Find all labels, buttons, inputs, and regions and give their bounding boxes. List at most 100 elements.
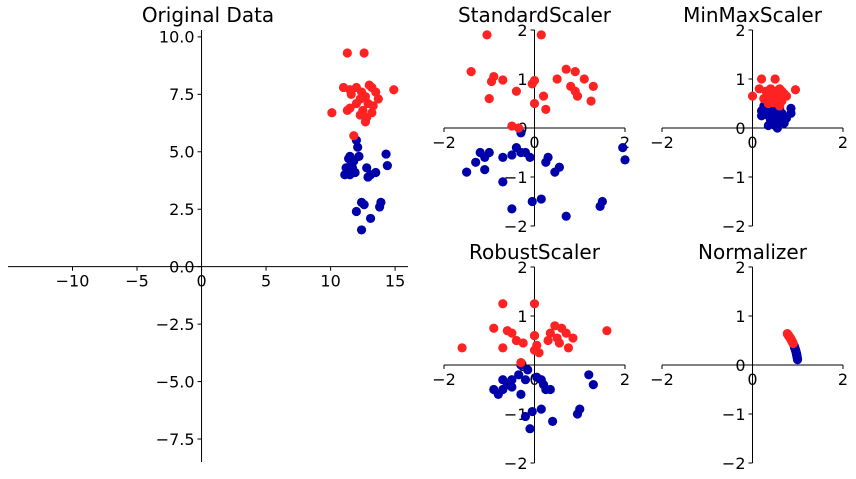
standardscaler-title: StandardScaler <box>458 3 612 27</box>
standardscaler-point-class-0 <box>595 201 605 211</box>
minmaxscaler-point-class-1 <box>747 91 758 101</box>
robustscaler-point-class-1 <box>529 331 540 341</box>
normalizer-x-tick-label: −2 <box>650 370 674 389</box>
robustscaler-point-class-0 <box>527 406 537 417</box>
robustscaler-point-class-0 <box>523 365 533 375</box>
robustscaler-y-tick-label: 2 <box>517 258 527 277</box>
original-data-point-class-1 <box>359 48 369 58</box>
robustscaler-point-class-0 <box>520 375 531 385</box>
robustscaler-x-tick-label: 2 <box>620 370 630 389</box>
normalizer-y-tick-label: −1 <box>722 405 746 424</box>
original-data-y-tick-label: 5.0 <box>169 143 194 162</box>
robustscaler-point-class-1 <box>545 328 555 338</box>
robustscaler-x-tick-label: −2 <box>432 370 456 389</box>
minmaxscaler-point-class-0 <box>772 123 782 133</box>
standardscaler-y-tick-label: −2 <box>504 217 528 236</box>
minmaxscaler-x-tick-label: 0 <box>747 133 757 152</box>
normalizer-y-tick-label: 2 <box>735 258 745 277</box>
normalizer-y-tick-label: 0 <box>735 356 745 375</box>
original-data-point-class-0 <box>356 197 367 207</box>
robustscaler-point-class-1 <box>457 343 467 353</box>
original-data-point-class-0 <box>365 213 376 224</box>
robustscaler-y-tick-label: 1 <box>517 307 527 326</box>
minmaxscaler-y-tick-label: −2 <box>722 217 746 236</box>
normalizer-x-tick-label: 0 <box>747 370 757 389</box>
minmaxscaler-point-class-1 <box>756 74 767 84</box>
standardscaler-point-class-0 <box>536 194 546 204</box>
robustscaler-point-class-0 <box>516 389 526 399</box>
standardscaler-point-class-0 <box>543 152 553 162</box>
original-data-y-tick-label: −5.0 <box>156 372 195 391</box>
original-data-x-tick-label: −5 <box>125 272 149 291</box>
robustscaler-point-class-1 <box>516 357 526 368</box>
robustscaler-point-class-0 <box>584 370 594 380</box>
original-data-title: Original Data <box>142 3 274 27</box>
original-data-point-class-0 <box>363 172 373 182</box>
standardscaler-y-tick-label: −1 <box>504 168 528 187</box>
minmaxscaler-point-class-0 <box>761 106 771 116</box>
standardscaler-point-class-0 <box>620 155 630 165</box>
original-data-point-class-1 <box>389 85 399 95</box>
standardscaler-point-class-1 <box>507 121 517 131</box>
original-data-y-tick-label: 10.0 <box>159 28 195 47</box>
robustscaler-point-class-1 <box>489 323 499 333</box>
standardscaler-point-class-0 <box>618 143 628 153</box>
robustscaler-point-class-1 <box>507 328 517 338</box>
robustscaler-point-class-1 <box>529 299 540 309</box>
robustscaler-point-class-1 <box>543 335 553 346</box>
standardscaler-point-class-0 <box>561 211 571 221</box>
minmaxscaler-y-tick-label: 1 <box>735 70 745 89</box>
minmaxscaler-y-tick-label: 2 <box>735 21 745 40</box>
original-data-y-tick-label: 0.0 <box>169 257 194 276</box>
original-data-x-tick-label: 0 <box>196 272 206 291</box>
standardscaler-point-class-1 <box>486 76 497 87</box>
original-data-point-class-1 <box>346 89 356 99</box>
original-data-y-tick-label: −7.5 <box>156 430 195 449</box>
original-data-point-class-0 <box>341 163 351 173</box>
robustscaler-point-class-1 <box>511 335 521 346</box>
original-data-x-tick-label: −10 <box>56 272 90 291</box>
standardscaler-point-class-0 <box>462 167 472 177</box>
standardscaler-point-class-1 <box>538 91 549 101</box>
standardscaler-point-class-1 <box>570 67 580 77</box>
standardscaler-point-class-1 <box>536 30 546 40</box>
robustscaler-y-tick-label: −1 <box>504 405 528 424</box>
original-data-point-class-1 <box>367 108 377 118</box>
standardscaler-point-class-0 <box>480 152 490 162</box>
normalizer-y-tick-label: −2 <box>722 454 746 473</box>
original-data-y-tick-label: −2.5 <box>156 315 195 334</box>
original-data-point-class-1 <box>371 87 381 97</box>
original-data-point-class-0 <box>375 202 385 212</box>
robustscaler-point-class-1 <box>563 343 574 353</box>
standardscaler-point-class-0 <box>527 196 537 207</box>
normalizer-point-class-1 <box>787 336 797 347</box>
robustscaler-point-class-0 <box>545 384 555 395</box>
standardscaler-point-class-1 <box>552 74 562 84</box>
robustscaler-point-class-1 <box>534 348 544 358</box>
robustscaler-point-class-1 <box>568 333 578 343</box>
minmaxscaler-point-class-0 <box>768 113 778 123</box>
original-data-point-class-0 <box>353 142 363 152</box>
original-data-x-tick-label: 10 <box>320 272 340 291</box>
standardscaler-point-class-1 <box>529 98 540 109</box>
robustscaler-point-class-0 <box>548 416 558 426</box>
original-data-point-class-0 <box>344 154 354 164</box>
normalizer-x-tick-label: 2 <box>838 370 848 389</box>
standardscaler-point-class-0 <box>480 165 490 175</box>
robustscaler-point-class-0 <box>572 409 583 419</box>
original-data-point-class-0 <box>362 163 372 173</box>
original-data-point-class-1 <box>327 108 337 118</box>
normalizer-point-class-1 <box>783 330 793 340</box>
original-data-point-class-0 <box>356 225 367 235</box>
minmaxscaler-point-class-1 <box>775 101 785 111</box>
standardscaler-point-class-0 <box>511 143 521 153</box>
standardscaler-point-class-1 <box>572 91 583 101</box>
robustscaler-point-class-0 <box>493 389 503 399</box>
original-data-point-class-1 <box>373 94 383 104</box>
original-data-y-tick-label: 7.5 <box>169 85 194 104</box>
standardscaler-point-class-1 <box>541 104 551 114</box>
original-data-point-class-1 <box>360 117 371 127</box>
